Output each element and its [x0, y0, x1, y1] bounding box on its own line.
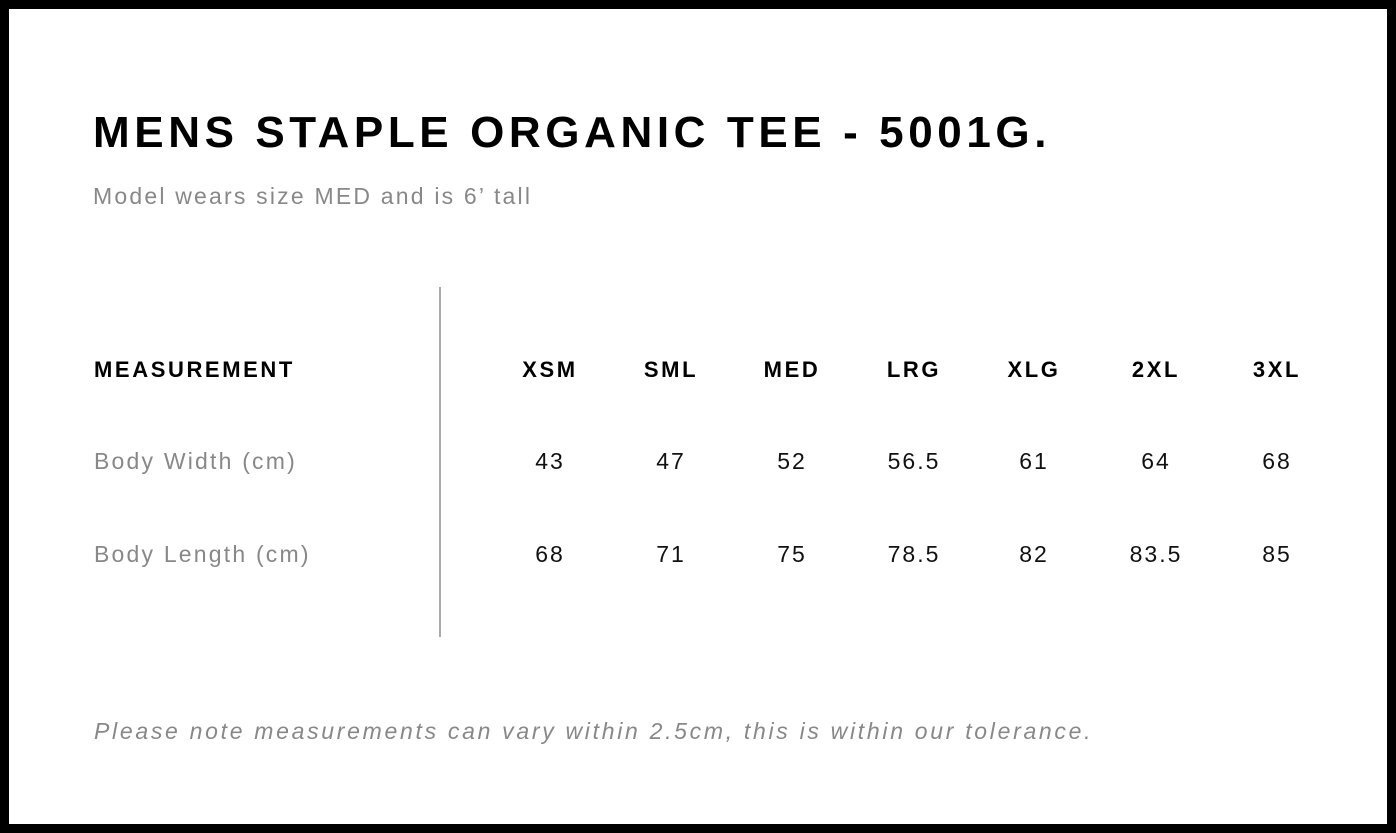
tolerance-note: Please note measurements can vary within…	[94, 718, 1094, 744]
subtitle: Model wears size MED and is 6’ tall	[93, 183, 533, 209]
size-header: XSM	[522, 357, 578, 382]
table-cell: 68	[1262, 448, 1292, 474]
table-cell: 83.5	[1129, 541, 1183, 567]
table-cell: 64	[1141, 448, 1171, 474]
table-cell: 56.5	[887, 448, 941, 474]
size-header: SML	[643, 357, 699, 382]
table-cell: 78.5	[887, 541, 941, 567]
column-divider	[439, 287, 441, 637]
table-cell: 68	[535, 541, 565, 567]
table-cell: 82	[1019, 541, 1049, 567]
table-cell: 85	[1262, 541, 1292, 567]
size-header: LRG	[886, 357, 942, 382]
table-cell: 75	[777, 541, 807, 567]
table-cell: 61	[1019, 448, 1049, 474]
page-title: MENS STAPLE ORGANIC TEE - 5001G.	[93, 108, 1052, 157]
size-chart-card: MENS STAPLE ORGANIC TEE - 5001G. Model w…	[9, 9, 1387, 824]
size-header: MED	[763, 357, 821, 382]
measurement-header: MEASUREMENT	[94, 357, 295, 382]
size-header: 3XL	[1252, 357, 1302, 382]
table-cell: 43	[535, 448, 565, 474]
table-cell: 52	[777, 448, 807, 474]
size-header: 2XL	[1131, 357, 1181, 382]
table-cell: 71	[656, 541, 686, 567]
size-header: XLG	[1007, 357, 1061, 382]
row-label: Body Width (cm)	[94, 448, 297, 474]
table-cell: 47	[656, 448, 686, 474]
row-label: Body Length (cm)	[94, 541, 311, 567]
